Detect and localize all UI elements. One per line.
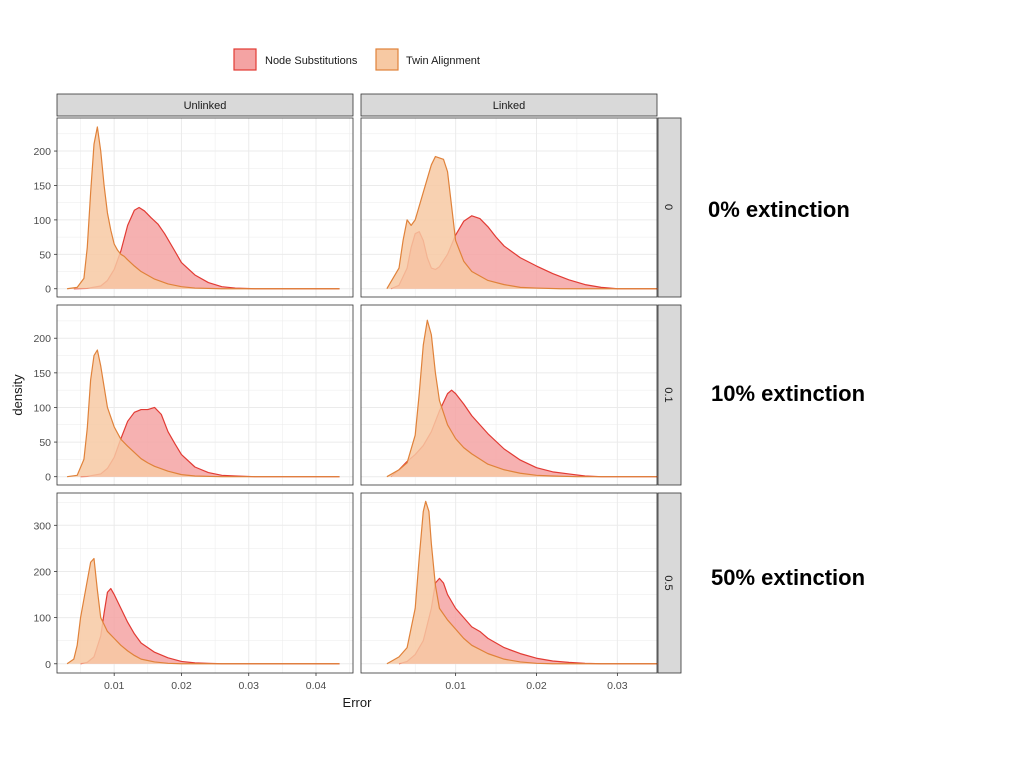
panel-border bbox=[360, 304, 658, 486]
y-tick-label: 50 bbox=[39, 437, 51, 449]
panel-background bbox=[361, 493, 657, 673]
density-area-node-substitutions bbox=[80, 407, 340, 477]
column-strip-linked bbox=[360, 93, 658, 117]
panel-linked-0-1 bbox=[360, 304, 658, 486]
x-tick-label: 0.01 bbox=[104, 680, 125, 692]
x-tick-label: 0.01 bbox=[445, 680, 466, 692]
row-strip-0-5 bbox=[657, 492, 682, 674]
y-tick-label: 100 bbox=[33, 613, 51, 625]
annotation-50-percent-extinction: 50% extinction bbox=[711, 565, 865, 590]
panel-border bbox=[360, 492, 658, 674]
panel-border bbox=[56, 304, 354, 486]
y-tick-label: 100 bbox=[33, 402, 51, 414]
density-area-twin-alignment bbox=[67, 350, 340, 477]
row-label-0-5: 0.5 bbox=[662, 575, 674, 590]
x-tick-label: 0.02 bbox=[171, 680, 192, 692]
density-area-twin-alignment bbox=[386, 156, 658, 289]
x-tick-label: 0.03 bbox=[239, 680, 260, 692]
y-tick-label: 0 bbox=[45, 659, 51, 671]
legend-swatch-node-substitutions bbox=[233, 48, 257, 71]
density-area-node-substitutions bbox=[73, 207, 340, 289]
legend-label-twin-alignment: Twin Alignment bbox=[406, 55, 480, 67]
panel-linked-0-5: 0.01 0.02 0.03 bbox=[360, 492, 658, 692]
column-label-linked: Linked bbox=[493, 100, 525, 112]
y-tick-label: 0 bbox=[45, 472, 51, 484]
x-axis-title: Error bbox=[343, 695, 373, 710]
annotation-0-percent-extinction: 0% extinction bbox=[708, 197, 850, 222]
legend: Node Substitutions Twin Alignment bbox=[233, 48, 480, 71]
annotation-10-percent-extinction: 10% extinction bbox=[711, 381, 865, 406]
panel-unlinked-0-1: 0 50 100 150 200 bbox=[33, 304, 354, 486]
row-strip-0-1 bbox=[657, 304, 682, 486]
row-strip-0 bbox=[657, 117, 682, 298]
legend-label-node-substitutions: Node Substitutions bbox=[265, 55, 358, 67]
density-area-twin-alignment bbox=[386, 501, 658, 664]
x-tick-label: 0.02 bbox=[526, 680, 547, 692]
y-tick-label: 150 bbox=[33, 368, 51, 380]
density-line-twin-alignment bbox=[66, 557, 340, 665]
panel-border bbox=[56, 117, 354, 298]
density-line-twin-alignment bbox=[386, 319, 658, 478]
y-axis-title: density bbox=[10, 374, 25, 416]
density-line-twin-alignment bbox=[67, 349, 340, 478]
x-tick-label: 0.04 bbox=[306, 680, 327, 692]
y-tick-label: 200 bbox=[33, 146, 51, 158]
row-label-0: 0 bbox=[662, 204, 674, 210]
y-tick-label: 0 bbox=[45, 284, 51, 296]
panel-unlinked-0-5: 0 100 200 300 0.01 0.02 0.03 0.04 bbox=[33, 492, 354, 692]
y-tick-label: 300 bbox=[33, 520, 51, 532]
column-label-unlinked: Unlinked bbox=[184, 100, 227, 112]
panel-linked-0 bbox=[360, 117, 658, 298]
y-tick-label: 200 bbox=[33, 333, 51, 345]
y-tick-label: 100 bbox=[33, 215, 51, 227]
density-line-twin-alignment bbox=[386, 500, 658, 665]
density-line-twin-alignment bbox=[67, 126, 340, 290]
y-tick-label: 150 bbox=[33, 180, 51, 192]
density-line-twin-alignment bbox=[386, 155, 658, 290]
row-label-0-1: 0.1 bbox=[662, 387, 674, 402]
density-area-twin-alignment bbox=[67, 558, 340, 664]
panel-border bbox=[56, 492, 354, 674]
y-tick-label: 50 bbox=[39, 249, 51, 261]
panel-unlinked-0: 0 50 100 150 200 bbox=[33, 117, 354, 298]
panel-border bbox=[360, 117, 658, 298]
y-tick-label: 200 bbox=[33, 566, 51, 578]
column-strip-unlinked bbox=[56, 93, 354, 117]
legend-swatch-twin-alignment bbox=[375, 48, 399, 71]
x-tick-label: 0.03 bbox=[607, 680, 628, 692]
